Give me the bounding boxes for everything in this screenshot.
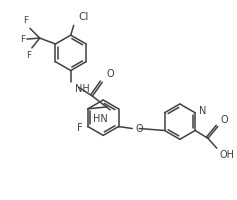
Text: F: F — [77, 123, 83, 133]
Text: N: N — [199, 106, 206, 116]
Text: NH: NH — [75, 84, 89, 94]
Text: F: F — [26, 51, 31, 60]
Text: O: O — [135, 124, 143, 134]
Text: HN: HN — [93, 114, 108, 124]
Text: O: O — [221, 115, 228, 125]
Text: O: O — [106, 69, 114, 79]
Text: OH: OH — [220, 150, 235, 160]
Text: F: F — [23, 16, 28, 25]
Text: Cl: Cl — [79, 12, 89, 22]
Text: F: F — [20, 35, 25, 44]
